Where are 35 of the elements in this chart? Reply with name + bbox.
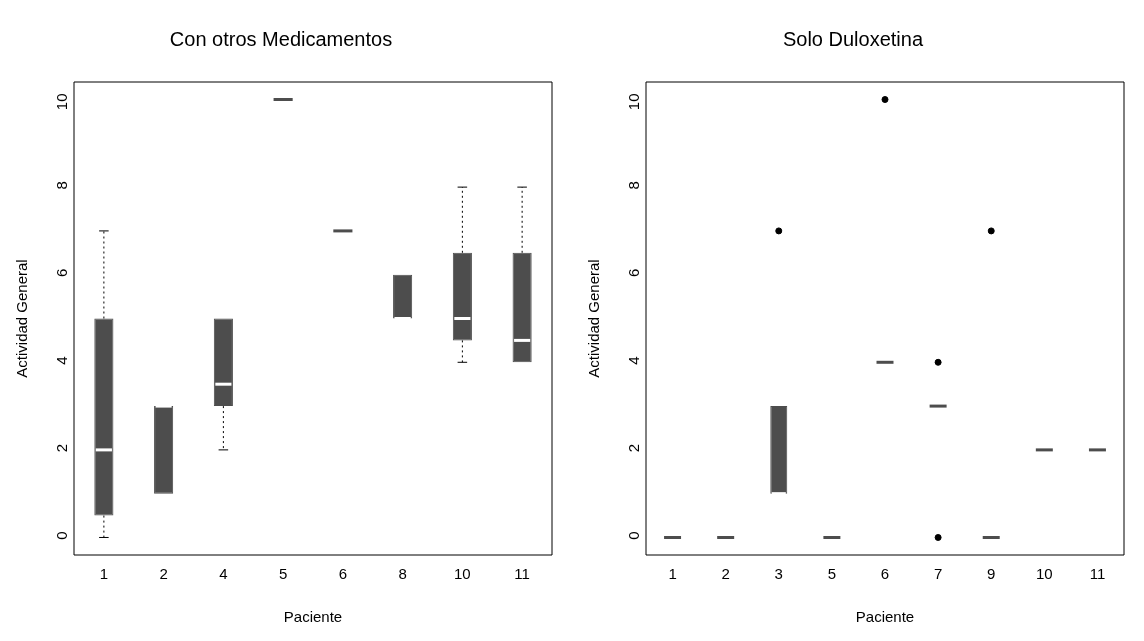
x-tick-label: 5 [827,565,837,583]
x-tick-label: 2 [159,565,168,583]
x-tick-label: 4 [219,565,228,583]
y-axis-title: Actividad General [585,259,603,378]
y-tick-label: 6 [53,268,71,278]
y-tick-label: 8 [625,181,643,190]
y-axis-title: Actividad General [13,259,31,378]
x-tick-label: 10 [454,565,471,583]
x-tick-label: 3 [774,565,783,583]
y-tick-label: 6 [625,268,643,278]
x-tick-label: 11 [1089,565,1106,583]
x-tick-label: 8 [398,565,407,583]
y-tick-label: 8 [53,181,71,190]
x-tick-label: 10 [1035,565,1053,583]
x-tick-label: 6 [338,565,348,583]
x-tick-label: 7 [933,565,943,583]
y-tick-label: 0 [53,531,71,540]
y-tick-label: 10 [625,93,643,111]
x-tick-label: 1 [668,565,677,583]
y-tick-label: 4 [625,356,643,365]
y-tick-label: 0 [625,531,643,540]
x-tick-label: 5 [278,565,288,583]
x-tick-label: 9 [987,565,996,583]
chart-title: Solo Duloxetina [782,27,924,50]
y-tick-label: 2 [53,443,71,453]
x-tick-label: 6 [880,565,890,583]
y-tick-label: 4 [53,356,71,365]
x-axis-title: Paciente [855,608,915,626]
y-tick-label: 10 [53,93,71,111]
y-tick-label: 2 [625,443,643,453]
x-axis-title: Paciente [283,608,343,626]
x-tick-label: 11 [514,565,530,583]
x-tick-label: 1 [99,565,109,583]
x-tick-label: 2 [721,565,730,583]
chart-title: Con otros Medicamentos [169,27,393,50]
